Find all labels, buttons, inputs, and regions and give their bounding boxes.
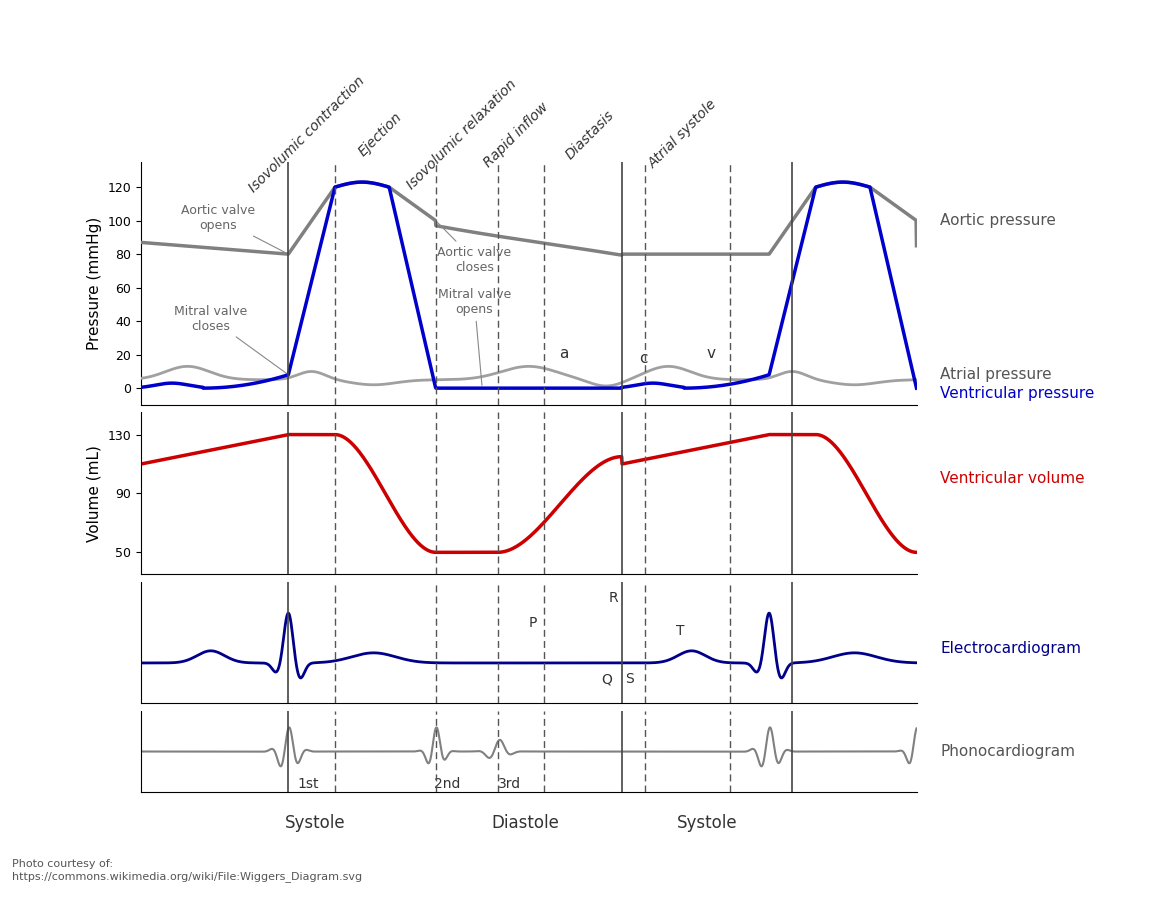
Text: Q: Q bbox=[600, 672, 612, 686]
Text: R: R bbox=[609, 591, 618, 605]
Text: Diastasis: Diastasis bbox=[563, 107, 617, 162]
Text: P: P bbox=[529, 616, 537, 629]
Text: Atrial pressure: Atrial pressure bbox=[940, 367, 1052, 382]
Text: a: a bbox=[559, 346, 569, 361]
Y-axis label: Pressure (mmHg): Pressure (mmHg) bbox=[87, 217, 102, 350]
Text: Mitral valve
opens: Mitral valve opens bbox=[438, 288, 511, 385]
Y-axis label: Volume (mL): Volume (mL) bbox=[87, 445, 102, 542]
Text: v: v bbox=[706, 346, 716, 361]
Text: Rapid inflow: Rapid inflow bbox=[481, 100, 551, 169]
Text: Phonocardiogram: Phonocardiogram bbox=[940, 744, 1075, 759]
Text: Ejection: Ejection bbox=[356, 110, 405, 159]
Text: Atrial systole: Atrial systole bbox=[646, 97, 720, 172]
Text: Electrocardiogram: Electrocardiogram bbox=[940, 642, 1081, 656]
Text: Ventricular pressure: Ventricular pressure bbox=[940, 386, 1094, 400]
Text: Isovolumic contraction: Isovolumic contraction bbox=[246, 74, 368, 195]
Text: Aortic valve
closes: Aortic valve closes bbox=[437, 222, 511, 274]
Text: Photo courtesy of:
https://commons.wikimedia.org/wiki/File:Wiggers_Diagram.svg: Photo courtesy of: https://commons.wikim… bbox=[12, 860, 362, 882]
Text: Isovolumic relaxation: Isovolumic relaxation bbox=[404, 77, 519, 192]
Text: T: T bbox=[676, 624, 684, 637]
Text: Aortic pressure: Aortic pressure bbox=[940, 213, 1056, 228]
Text: c: c bbox=[639, 351, 647, 366]
Text: Aortic valve
opens: Aortic valve opens bbox=[181, 204, 286, 253]
Text: Systole: Systole bbox=[286, 814, 345, 832]
Text: Systole: Systole bbox=[677, 814, 738, 832]
Text: S: S bbox=[625, 672, 634, 686]
Text: 2nd: 2nd bbox=[434, 777, 461, 791]
Text: Ventricular volume: Ventricular volume bbox=[940, 472, 1085, 486]
Text: Mitral valve
closes: Mitral valve closes bbox=[174, 304, 286, 374]
Text: Diastole: Diastole bbox=[491, 814, 559, 832]
Text: 3rd: 3rd bbox=[498, 777, 521, 791]
Text: 1st: 1st bbox=[297, 777, 318, 791]
